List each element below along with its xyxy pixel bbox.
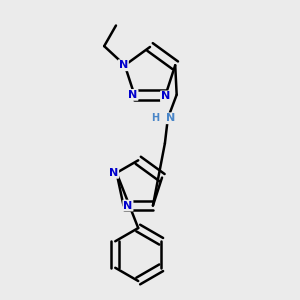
Text: N: N	[119, 60, 128, 70]
Text: N: N	[128, 90, 138, 100]
Text: N: N	[166, 113, 176, 123]
Text: N: N	[123, 201, 133, 211]
Text: H: H	[152, 113, 160, 123]
Text: N: N	[109, 168, 118, 178]
Text: N: N	[161, 92, 170, 101]
